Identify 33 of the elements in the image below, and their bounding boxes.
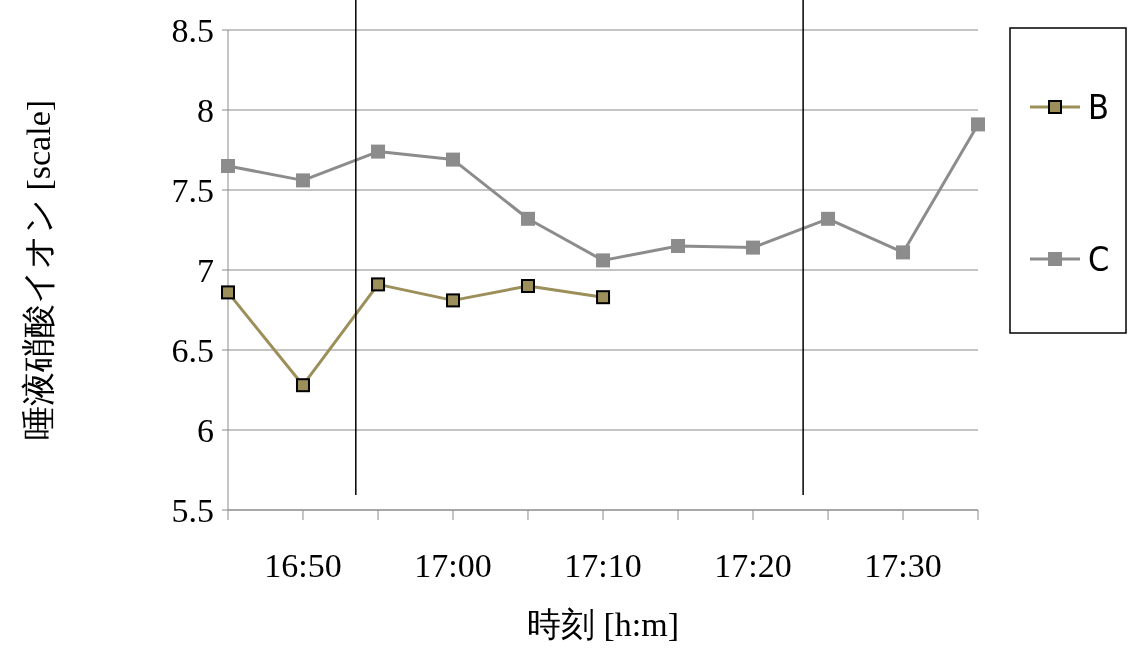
y-tick-label: 5.5 xyxy=(171,492,214,529)
y-tick-label: 6 xyxy=(197,412,214,449)
point xyxy=(745,240,760,255)
point xyxy=(971,117,985,132)
x-tick-label: 17:30 xyxy=(864,547,942,584)
point xyxy=(371,277,386,292)
point xyxy=(596,253,611,268)
y-tick-label: 8 xyxy=(197,92,214,129)
point xyxy=(520,279,535,293)
y-axis-title: 唾液硝酸イオン [scale] xyxy=(20,99,57,441)
point xyxy=(520,211,535,226)
x-tick-label: 16:50 xyxy=(264,547,342,584)
point xyxy=(371,144,386,159)
point xyxy=(295,378,310,393)
y-tick-label: 7 xyxy=(197,252,214,289)
x-tick-label: 17:00 xyxy=(414,547,492,584)
x-tick-label: 17:20 xyxy=(714,547,792,584)
point xyxy=(821,211,836,226)
y-tick-label: 7.5 xyxy=(171,172,214,209)
x-tick-label: 17:10 xyxy=(564,547,642,584)
point xyxy=(446,152,461,167)
y-tick-label: 8.5 xyxy=(171,12,214,49)
point xyxy=(596,290,611,305)
point xyxy=(671,239,686,253)
legend-label: B xyxy=(1088,87,1109,127)
point xyxy=(446,293,461,308)
y-tick-label: 6.5 xyxy=(171,332,214,369)
legend-label: C xyxy=(1088,239,1110,279)
point xyxy=(221,285,235,300)
x-axis-title: 時刻 [h:m] xyxy=(526,606,680,643)
point xyxy=(221,159,235,173)
point xyxy=(896,245,911,260)
point xyxy=(295,173,310,188)
